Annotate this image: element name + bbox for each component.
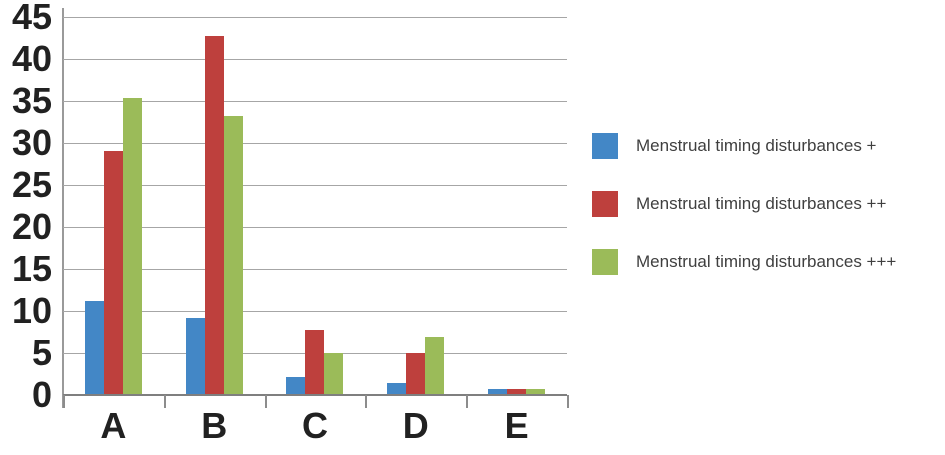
x-tick — [567, 395, 569, 408]
bar-E-3plus — [526, 389, 546, 395]
x-tick — [164, 395, 166, 408]
x-tick — [466, 395, 468, 408]
gridline-40 — [63, 59, 567, 60]
y-tick-label: 15 — [11, 248, 52, 289]
x-category-label-E: E — [504, 405, 529, 446]
y-tick-label: 45 — [11, 0, 52, 37]
x-axis-labels: A B C D E — [63, 408, 567, 444]
legend-label: Menstrual timing disturbances + — [636, 136, 877, 155]
gridline-30 — [63, 143, 567, 144]
gridline-25 — [63, 185, 567, 186]
x-category-label-A: A — [100, 405, 127, 446]
bar-A-1plus — [84, 301, 104, 395]
legend-item: Menstrual timing disturbances + — [592, 133, 896, 159]
x-tick — [265, 395, 267, 408]
y-tick-label: 0 — [31, 374, 52, 415]
y-tick-label: 25 — [11, 164, 52, 205]
plot-area — [63, 17, 567, 396]
x-tick — [63, 395, 65, 408]
legend-item: Menstrual timing disturbances ++ — [592, 191, 896, 217]
x-tick — [365, 395, 367, 408]
gridline-15 — [63, 269, 567, 270]
bar-E-2plus — [507, 389, 527, 395]
legend-item: Menstrual timing disturbances +++ — [592, 249, 896, 275]
x-category-label-C: C — [301, 405, 328, 446]
bar-groups — [63, 17, 567, 395]
y-tick-label: 40 — [11, 38, 52, 79]
bar-C-3plus — [324, 353, 344, 395]
legend-swatch-icon — [592, 249, 618, 275]
bar-D-1plus — [387, 383, 407, 395]
bar-group-E — [466, 17, 567, 395]
bar-C-1plus — [286, 377, 306, 395]
bar-E-1plus — [488, 389, 508, 395]
legend-swatch-icon — [592, 133, 618, 159]
y-tick-label: 10 — [11, 290, 52, 331]
legend-label: Menstrual timing disturbances ++ — [636, 194, 887, 213]
bar-B-1plus — [185, 318, 205, 395]
bar-D-2plus — [406, 353, 426, 395]
gridline-10 — [63, 311, 567, 312]
y-axis-line — [62, 8, 64, 408]
y-tick-label: 35 — [11, 80, 52, 121]
bar-D-3plus — [425, 337, 445, 395]
y-tick-label: 30 — [11, 122, 52, 163]
legend: Menstrual timing disturbances + Menstrual… — [592, 133, 896, 307]
gridline-20 — [63, 227, 567, 228]
legend-label: Menstrual timing disturbances +++ — [636, 252, 897, 271]
bar-group-C — [265, 17, 366, 395]
bar-A-3plus — [122, 98, 142, 395]
bar-A-2plus — [103, 151, 123, 395]
bar-B-2plus — [204, 36, 224, 395]
bar-group-B — [164, 17, 265, 395]
y-tick-label: 20 — [11, 206, 52, 247]
y-tick-label: 5 — [31, 332, 52, 373]
bar-B-3plus — [223, 116, 243, 395]
legend-swatch-icon — [592, 191, 618, 217]
bar-group-A — [63, 17, 164, 395]
x-category-label-B: B — [201, 405, 228, 446]
x-category-label-D: D — [402, 405, 429, 446]
gridline-35 — [63, 101, 567, 102]
x-axis-line — [63, 394, 567, 396]
gridline-45 — [63, 17, 567, 18]
bar-C-2plus — [305, 330, 325, 395]
bar-group-D — [365, 17, 466, 395]
